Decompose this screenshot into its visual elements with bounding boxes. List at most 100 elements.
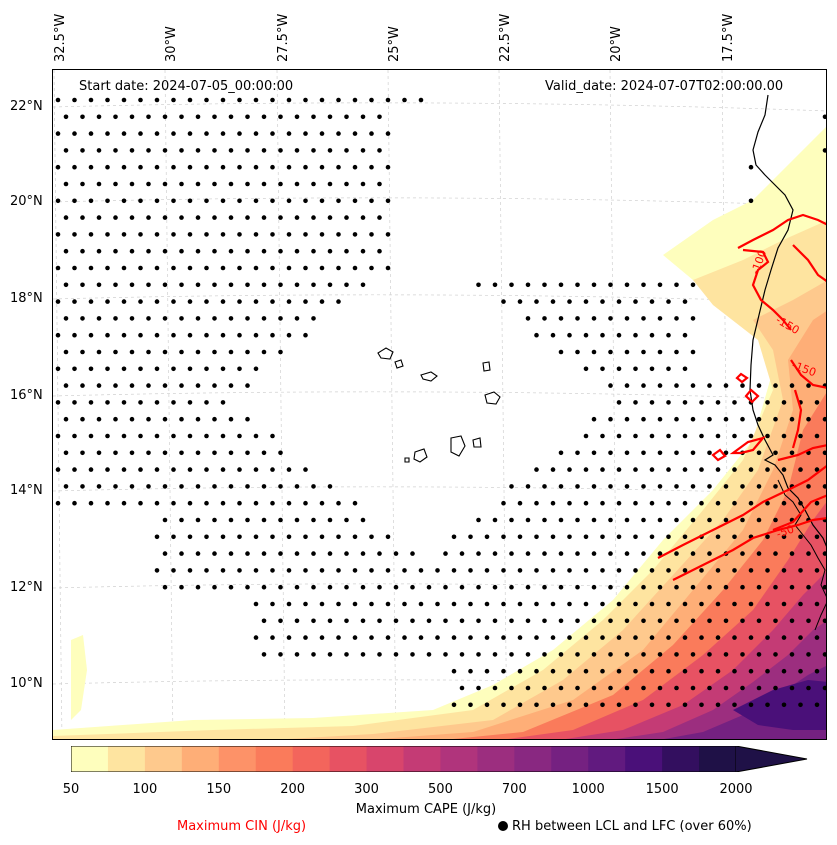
rh-dot: [55, 265, 61, 271]
rh-dot: [121, 198, 127, 204]
parallel-line: [53, 294, 826, 304]
rh-dot: [245, 349, 250, 355]
rh-dot: [80, 416, 85, 422]
rh-dot: [369, 131, 374, 136]
rh-dot: [600, 433, 605, 439]
rh-dot-icon: [498, 821, 508, 831]
rh-dot: [72, 232, 77, 237]
rh-dot: [765, 702, 770, 708]
rh-dot: [319, 534, 325, 540]
rh-dot: [822, 114, 826, 120]
rh-dot: [616, 568, 622, 573]
rh-dot: [96, 316, 102, 321]
rh-dot: [278, 114, 283, 120]
rh-dot: [311, 517, 316, 523]
rh-dot: [583, 568, 589, 573]
rh-dot: [270, 131, 275, 136]
rh-dot: [360, 517, 366, 523]
rh-dot: [369, 164, 374, 170]
colorbar-tick-label: 300: [354, 782, 379, 797]
rh-dot: [756, 416, 762, 422]
rh-dot: [501, 601, 506, 607]
rh-dot: [294, 114, 300, 120]
rh-dot: [624, 484, 630, 489]
rh-dot: [707, 551, 712, 556]
rh-dot: [113, 215, 118, 220]
rh-dot: [212, 416, 217, 422]
colorbar-segment: [107, 746, 146, 772]
rh-dot: [616, 500, 622, 506]
rh-dot: [633, 500, 638, 506]
rh-dot: [319, 568, 325, 573]
rh-dot: [72, 400, 77, 405]
rh-dot: [204, 232, 209, 237]
rh-dot: [286, 131, 292, 136]
coastline-guinea-bissau: [777, 479, 826, 631]
rh-dot: [567, 467, 572, 472]
rh-dot: [657, 282, 663, 288]
rh-dot: [204, 467, 209, 472]
rh-dot: [732, 500, 737, 506]
rh-dot: [154, 534, 160, 540]
rh-dot: [220, 400, 226, 405]
lon-label: 25°W: [387, 26, 402, 62]
rh-dot: [121, 299, 127, 304]
lat-label: 22°N: [10, 99, 43, 114]
rh-dot: [360, 584, 366, 590]
rh-dot: [798, 467, 803, 472]
rh-dot: [294, 248, 300, 254]
rh-dot: [550, 299, 556, 304]
rh-dot: [633, 635, 638, 640]
rh-dot: [492, 652, 498, 657]
rh-dot: [113, 349, 118, 355]
rh-dot: [187, 366, 193, 372]
rh-dot: [96, 416, 102, 422]
rh-dot: [138, 366, 143, 372]
rh-dot: [765, 534, 770, 540]
rh-dot: [270, 534, 275, 540]
rh-dot: [303, 97, 308, 103]
rh-dot: [146, 416, 151, 422]
rh-dot: [187, 97, 193, 103]
rh-dot: [220, 232, 226, 237]
rh-dot: [253, 534, 259, 540]
rh-dot: [608, 349, 613, 355]
rh-dot: [575, 450, 580, 456]
rh-dot: [624, 584, 630, 590]
rh-dot: [575, 316, 580, 321]
rh-dot: [781, 601, 787, 607]
rh-dot: [278, 652, 283, 657]
rh-dot: [171, 198, 176, 204]
rh-dot: [179, 248, 184, 254]
rh-dot: [204, 332, 209, 338]
rh-dot: [591, 618, 597, 624]
rh-dot: [484, 668, 490, 674]
map-canvas: -100-150-150-50: [53, 70, 826, 739]
rh-dot: [699, 601, 704, 607]
rh-dot: [245, 484, 250, 489]
rh-dot: [385, 534, 391, 540]
rh-dot: [278, 584, 283, 590]
rh-dot: [327, 181, 333, 187]
rh-dot: [253, 164, 259, 170]
rh-dot: [509, 685, 514, 691]
rh-dot: [715, 400, 721, 405]
rh-dot: [245, 114, 250, 120]
lat-label: 18°N: [10, 291, 43, 306]
colorbar-segment: [440, 746, 478, 772]
rh-dot: [212, 181, 217, 187]
rh-dot: [204, 299, 209, 304]
rh-dot: [105, 366, 110, 372]
rh-dot: [822, 484, 826, 489]
rh-dot: [798, 668, 803, 674]
rh-dot: [517, 568, 523, 573]
rh-dot: [591, 416, 597, 422]
rh-dot: [253, 500, 259, 506]
cin-contour-label: -50: [775, 522, 796, 540]
rh-dot: [228, 248, 234, 254]
rh-dot: [402, 601, 407, 607]
rh-dot: [360, 652, 366, 657]
rh-dot: [154, 568, 160, 573]
rh-dot: [459, 652, 465, 657]
rh-dot: [360, 215, 366, 220]
